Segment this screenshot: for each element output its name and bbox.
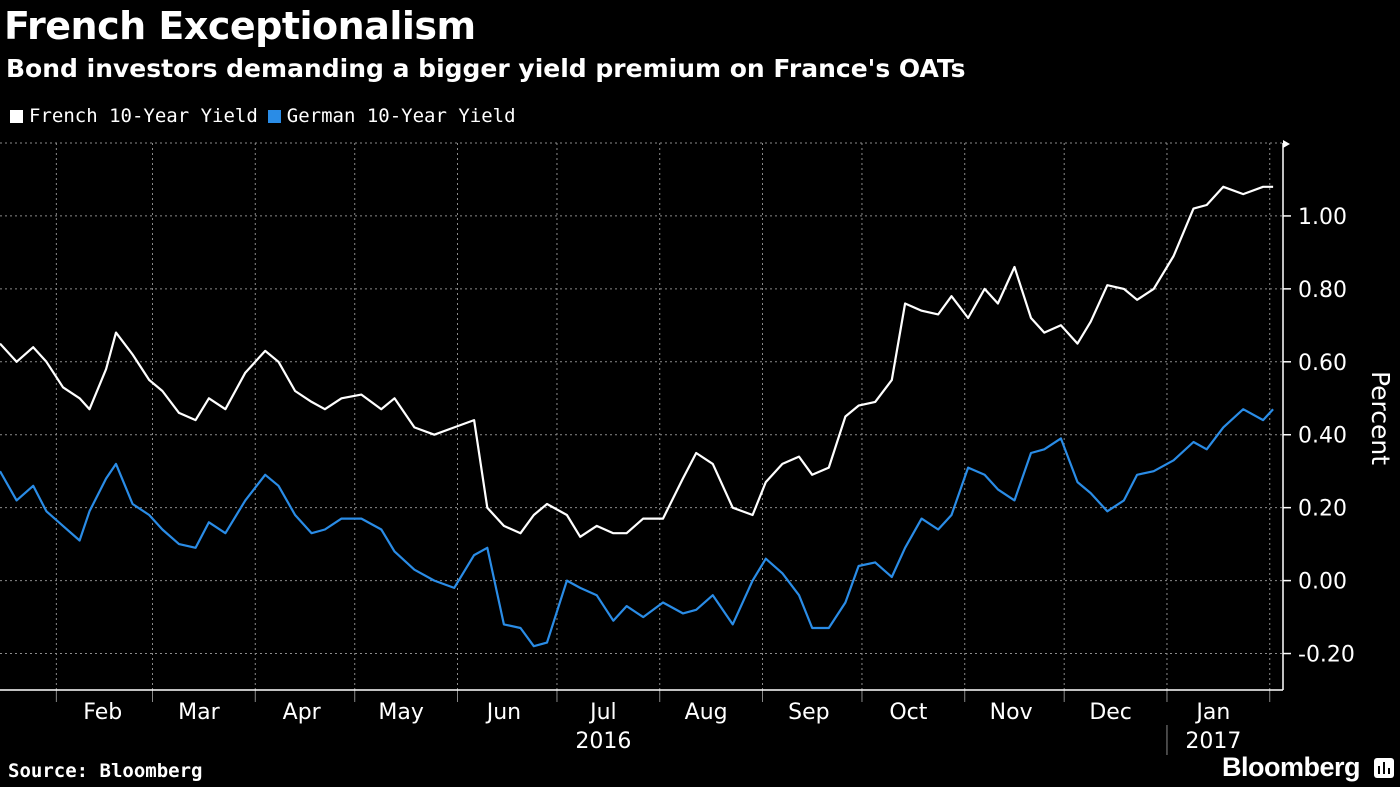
x-tick-label: Aug bbox=[685, 700, 728, 725]
legend-swatch-french bbox=[10, 109, 23, 123]
x-tick-label: Feb bbox=[83, 700, 122, 725]
axis-layer: -0.20 0.00 0.20 0.40 0.60 0.80 1.00 Feb Mar Apr Ma… bbox=[0, 140, 1355, 755]
chart-title: French Exceptionalism bbox=[4, 4, 476, 48]
x-tick-label: Sep bbox=[788, 700, 829, 725]
y-tick-label: 0.40 bbox=[1298, 424, 1347, 449]
x-year-label: 2017 bbox=[1185, 729, 1241, 754]
x-tick-label: May bbox=[378, 700, 423, 725]
y-axis-label: Percent bbox=[1366, 371, 1395, 465]
source-note: Source: Bloomberg bbox=[8, 760, 203, 782]
y-tick-label: 0.60 bbox=[1298, 351, 1347, 376]
x-tick-label: Nov bbox=[990, 700, 1033, 725]
x-tick-label: Jan bbox=[1194, 700, 1230, 725]
chart-subtitle: Bond investors demanding a bigger yield … bbox=[6, 54, 966, 83]
x-tick-label: Jun bbox=[485, 700, 521, 725]
series-layer bbox=[0, 185, 1274, 648]
y-axis-arrow bbox=[1283, 140, 1290, 148]
bloomberg-bar-icon bbox=[1374, 758, 1394, 778]
y-tick-label: -0.20 bbox=[1298, 643, 1355, 668]
legend-item-french: French 10-Year Yield bbox=[10, 105, 258, 127]
legend-label-german: German 10-Year Yield bbox=[286, 105, 516, 127]
legend: French 10-Year Yield German 10-Year Yiel… bbox=[10, 105, 526, 127]
legend-label-french: French 10-Year Yield bbox=[29, 105, 258, 127]
brand-logo: Bloomberg bbox=[1222, 752, 1361, 782]
y-tick-label: 0.80 bbox=[1298, 278, 1347, 303]
series-line-french bbox=[0, 185, 1274, 538]
x-tick-label: Jul bbox=[588, 700, 617, 725]
x-tick-label: Mar bbox=[178, 700, 220, 725]
y-tick-label: 1.00 bbox=[1298, 205, 1347, 230]
x-tick-label: Apr bbox=[283, 700, 322, 725]
legend-swatch-german bbox=[267, 109, 281, 123]
y-tick-label: 0.00 bbox=[1298, 570, 1347, 595]
x-tick-label: Oct bbox=[889, 700, 927, 725]
y-tick-label: 0.20 bbox=[1298, 497, 1347, 522]
legend-item-german: German 10-Year Yield bbox=[267, 105, 516, 127]
series-line-german bbox=[0, 408, 1274, 648]
x-tick-label: Dec bbox=[1089, 700, 1132, 725]
x-year-label: 2016 bbox=[575, 729, 631, 754]
grid-layer bbox=[0, 142, 1283, 690]
